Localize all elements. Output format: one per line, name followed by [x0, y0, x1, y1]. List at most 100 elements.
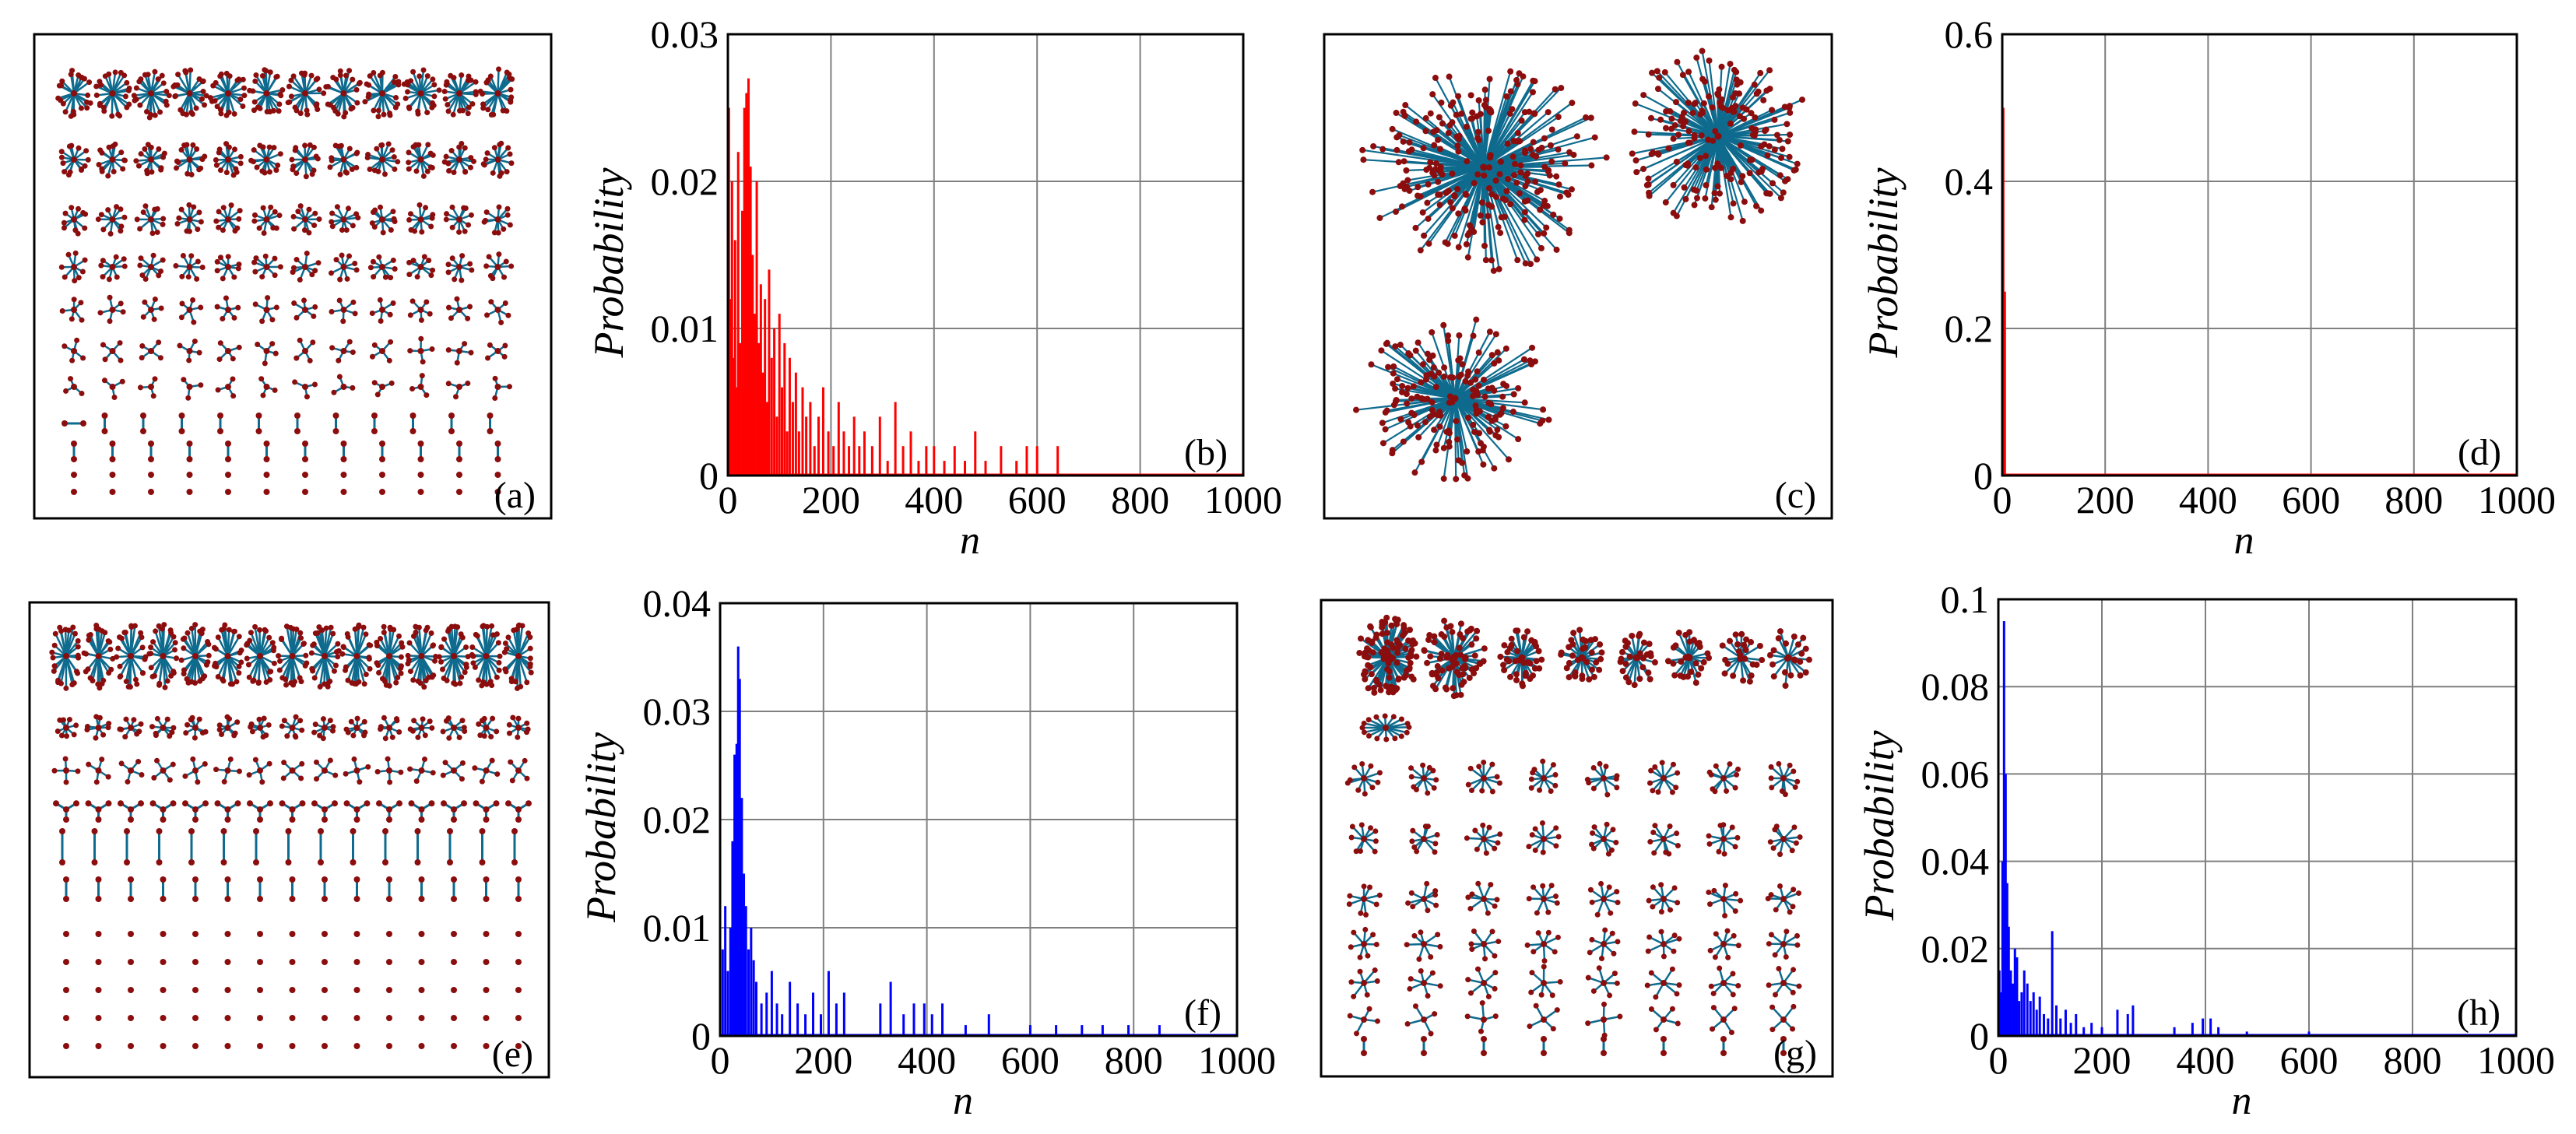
network-component [178, 622, 212, 686]
histogram-bar [781, 1014, 784, 1036]
network-component [255, 413, 262, 434]
network-component [501, 622, 534, 691]
histogram-bar [801, 387, 804, 476]
network-component [1710, 1005, 1738, 1035]
histogram-bar [2059, 1018, 2062, 1036]
histogram-bar [788, 357, 791, 476]
network-component [101, 413, 108, 434]
histogram-bar [2026, 983, 2029, 1036]
network-component [353, 876, 360, 902]
histogram-bar [974, 431, 977, 476]
network-component [1465, 760, 1502, 795]
isolated-node [263, 489, 270, 495]
histogram-bar [925, 446, 928, 476]
histogram-bar [835, 1003, 838, 1036]
x-tick-label: 0 [711, 1038, 730, 1082]
isolated-node [148, 472, 154, 478]
network-component [156, 828, 163, 865]
isolated-node [379, 489, 385, 495]
network-component [1780, 1036, 1787, 1056]
histogram-bar [953, 446, 956, 476]
network-component [1528, 964, 1563, 999]
histogram-bar [2020, 992, 2023, 1036]
network-component [1346, 883, 1383, 918]
histogram-bar [2131, 1005, 2135, 1036]
isolated-node [483, 1043, 490, 1049]
y-tick-label: 0.4 [1945, 160, 1994, 203]
network-component [369, 204, 398, 236]
network-component [1408, 762, 1439, 796]
histogram-bar [2003, 291, 2006, 476]
histogram-bar [2051, 931, 2054, 1036]
network-component [58, 142, 91, 178]
y-tick-label: 0.6 [1945, 12, 1994, 56]
isolated-node [515, 1043, 522, 1049]
isolated-node [302, 489, 308, 495]
isolated-node [418, 987, 425, 993]
network-component [128, 876, 134, 902]
histogram-bar [821, 387, 824, 476]
isolated-node [386, 931, 392, 937]
histogram-bar [731, 841, 734, 1036]
network-component [1421, 617, 1488, 700]
network-component [472, 757, 501, 785]
network-component [417, 441, 424, 462]
network-component [214, 295, 241, 321]
network-component [289, 142, 321, 180]
network-component [285, 70, 327, 118]
y-tick-label: 0.08 [1921, 665, 1990, 708]
network-component [1404, 929, 1443, 962]
network-component [1465, 966, 1499, 999]
histogram-bar [726, 971, 729, 1036]
histogram-bar [827, 431, 830, 476]
isolated-node [257, 1043, 263, 1049]
network-component [323, 68, 363, 120]
isolated-node [257, 1015, 263, 1021]
isolated-node [418, 959, 425, 965]
histogram-bar [2043, 1013, 2046, 1036]
network-component [487, 413, 494, 434]
network-component [109, 441, 116, 462]
histogram-bar [2307, 1031, 2311, 1036]
network-component [1629, 47, 1806, 224]
y-tick-label: 0 [1973, 454, 1993, 497]
isolated-node [257, 931, 263, 937]
network-component [328, 252, 360, 283]
histogram-bar [760, 1003, 763, 1036]
network-component [1528, 758, 1559, 794]
histogram-bar [842, 431, 845, 476]
histogram-bar [2217, 1027, 2220, 1036]
network-component [329, 297, 358, 325]
histogram-bar [773, 328, 776, 476]
axes-frame [719, 602, 1239, 1037]
network-component [407, 716, 435, 740]
histogram-bar [752, 960, 755, 1036]
network-component [1601, 1036, 1607, 1056]
network-component [134, 203, 167, 237]
histogram-bar [819, 1014, 822, 1036]
x-tick-label: 1000 [2478, 478, 2556, 521]
network-component [61, 205, 89, 237]
histogram-bar [2173, 1027, 2176, 1036]
histogram-bar [812, 992, 815, 1036]
isolated-node [95, 1015, 102, 1021]
network-component [1585, 965, 1620, 999]
network-component [473, 800, 500, 823]
isolated-node [451, 1015, 457, 1021]
isolated-node [451, 959, 457, 965]
histogram-bar [889, 981, 892, 1036]
network-component [340, 441, 347, 462]
histogram-bar [987, 1014, 990, 1036]
network-component [1648, 1006, 1681, 1033]
network-graph-g [1344, 614, 1812, 1056]
y-axis-label: Probability [1856, 730, 1903, 921]
x-tick-label: 1000 [1204, 478, 1282, 521]
histogram-bar [923, 1003, 926, 1036]
isolated-node [483, 1015, 490, 1021]
network-component [1348, 822, 1379, 855]
isolated-node [224, 959, 231, 965]
network-component [95, 876, 102, 902]
isolated-node [95, 987, 102, 993]
isolated-node [386, 959, 392, 965]
isolated-node [289, 987, 296, 993]
